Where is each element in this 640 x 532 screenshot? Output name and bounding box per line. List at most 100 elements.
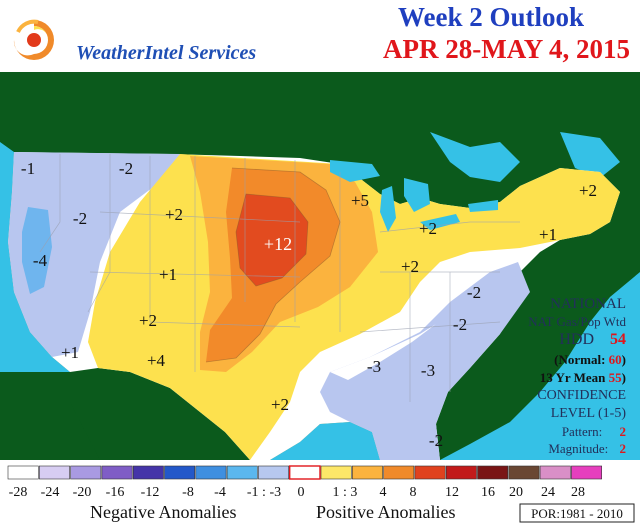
legend-tick-label: 4 — [380, 485, 387, 500]
anomaly-label-ohio-valley: +2 — [401, 257, 419, 276]
anomaly-label-great-basin: -2 — [73, 209, 87, 228]
legend-tick-label: -12 — [141, 485, 160, 500]
hdd-value: 54 — [610, 331, 626, 348]
anomaly-label-new-mexico: +4 — [147, 351, 166, 370]
anomaly-label-wisconsin: +5 — [351, 191, 369, 210]
cool-california-area — [22, 207, 52, 294]
level-label: LEVEL (1-5) — [550, 406, 626, 421]
positive-anomalies-label: Positive Anomalies — [316, 502, 456, 522]
pattern-line: Pattern: 2 — [562, 424, 626, 440]
legend-tick-label: 1 : 3 — [333, 485, 358, 500]
cool-west-area — [8, 152, 180, 357]
legend-swatches — [7, 465, 603, 480]
lake-ontario — [468, 200, 498, 212]
por-label: POR:1981 - 2010 — [531, 506, 623, 521]
legend-swatch — [164, 465, 196, 480]
confidence-label: CONFIDENCE — [537, 388, 626, 403]
magnitude-value: 2 — [619, 441, 627, 456]
legend-swatch — [383, 465, 415, 480]
outlook-title: Week 2 Outlook — [397, 2, 584, 32]
normal-close: ) — [621, 352, 626, 367]
legend-tick-label: -4 — [214, 485, 226, 500]
legend-swatch — [508, 465, 540, 480]
anomaly-labels: -1 -2-2-4+2+1+2+1 +4+12+5+2+2+2+1-2-2-3 -3+… — [21, 159, 597, 450]
normal-label: (Normal: — [554, 352, 606, 367]
anomaly-label-southern-california: +1 — [61, 343, 79, 362]
anomaly-label-michigan: +2 — [419, 219, 437, 238]
mexico-land — [70, 368, 250, 460]
legend-swatch — [445, 465, 477, 480]
state-borders — [39, 154, 520, 402]
negative-anomalies-label: Negative Anomalies — [90, 502, 236, 522]
legend-swatch — [351, 465, 383, 480]
legend-swatch — [70, 465, 102, 480]
legend-tick-label: -28 — [9, 485, 28, 500]
legend-tick-label: -1 : -3 — [247, 485, 281, 500]
anomaly-label-colorado: +1 — [159, 265, 177, 284]
legend-swatch — [195, 465, 227, 480]
st-lawrence — [560, 132, 620, 178]
legend-tick-label: 20 — [509, 485, 523, 500]
legend-swatch — [320, 465, 352, 480]
anomaly-label-mississippi: -3 — [367, 357, 381, 376]
legend-swatch — [38, 465, 70, 480]
legend-tick-label: 28 — [571, 485, 585, 500]
hdd-line: HDD 54 — [559, 331, 626, 349]
legend-swatch — [258, 465, 289, 480]
lake-michigan — [380, 186, 396, 232]
legend-tick-label: -20 — [73, 485, 92, 500]
warm-12-area — [236, 194, 308, 286]
anomaly-label-northern-rockies: -2 — [119, 159, 133, 178]
cool-southeast-area — [320, 262, 530, 460]
legend-tick-label: -24 — [41, 485, 60, 500]
anomaly-label-alabama: -3 — [421, 361, 435, 380]
mean-label: 13 Yr Mean — [539, 370, 606, 385]
legend-tick-label: -8 — [182, 485, 194, 500]
legend-swatch — [477, 465, 509, 480]
legend-tick-label: 0 — [298, 485, 305, 500]
legend-swatch — [7, 465, 39, 480]
header: WeatherIntel Services Week 2 Outlook APR… — [0, 0, 640, 72]
lake-erie — [420, 214, 460, 230]
mean-close: ) — [621, 370, 626, 385]
anomaly-label-nebraska: +12 — [264, 234, 292, 254]
magnitude-label: Magnitude: — [548, 441, 609, 456]
pacific-ocean — [0, 142, 70, 372]
normal-value: 60 — [608, 352, 622, 367]
pattern-label: Pattern: — [561, 424, 603, 439]
zero-marker — [289, 465, 321, 480]
legend-swatch — [289, 465, 321, 480]
legend-tick-label: 12 — [445, 485, 459, 500]
near-normal-band — [330, 324, 436, 380]
pattern-value: 2 — [619, 424, 627, 439]
legend-swatch — [226, 465, 258, 480]
anomaly-map: -1 -2 -2 -4 +2 +1 +2 +1 +4 +12 +5 +2 +2 +2 +1 -2 -2 -3 -3 +… — [0, 72, 640, 460]
mean-line: 13 Yr Mean 55) — [540, 370, 626, 386]
anomaly-label-montana-wyoming: +2 — [165, 205, 183, 224]
hudson-bay — [430, 132, 520, 182]
anomaly-label-texas: +2 — [271, 395, 289, 414]
brand-name: WeatherIntel Services — [76, 42, 257, 64]
legend-swatch — [132, 465, 164, 480]
legend-tick-label: 16 — [481, 485, 495, 500]
legend-tick-label: 8 — [410, 485, 417, 500]
swirl-logo-icon — [13, 19, 55, 60]
color-legend: -28 -24 -20 -16 -12 -8 -4 -1 : -3 0 1 : 3 4 8 12 16 20… — [0, 460, 640, 527]
mean-value: 55 — [608, 370, 622, 385]
lake-huron — [404, 178, 430, 212]
anomaly-label-carolinas: -2 — [453, 315, 467, 334]
normal-line: (Normal: 60) — [554, 352, 626, 368]
legend-swatch — [414, 465, 446, 480]
anomaly-label-new-york: +1 — [539, 225, 557, 244]
contour-lines — [205, 167, 341, 363]
legend-swatch — [539, 465, 571, 480]
legend-swatch — [101, 465, 133, 480]
magnitude-line: Magnitude: 2 — [548, 441, 626, 457]
outlook-dates: APR 28-MAY 4, 2015 — [383, 34, 630, 64]
anomaly-label-new-england: +2 — [579, 181, 597, 200]
national-label: NATIONAL — [550, 296, 626, 312]
hdd-label: HDD — [559, 331, 594, 348]
legend-tick-label: -16 — [106, 485, 125, 500]
lake-superior — [330, 160, 380, 182]
legend-tick-label: 24 — [541, 485, 555, 500]
